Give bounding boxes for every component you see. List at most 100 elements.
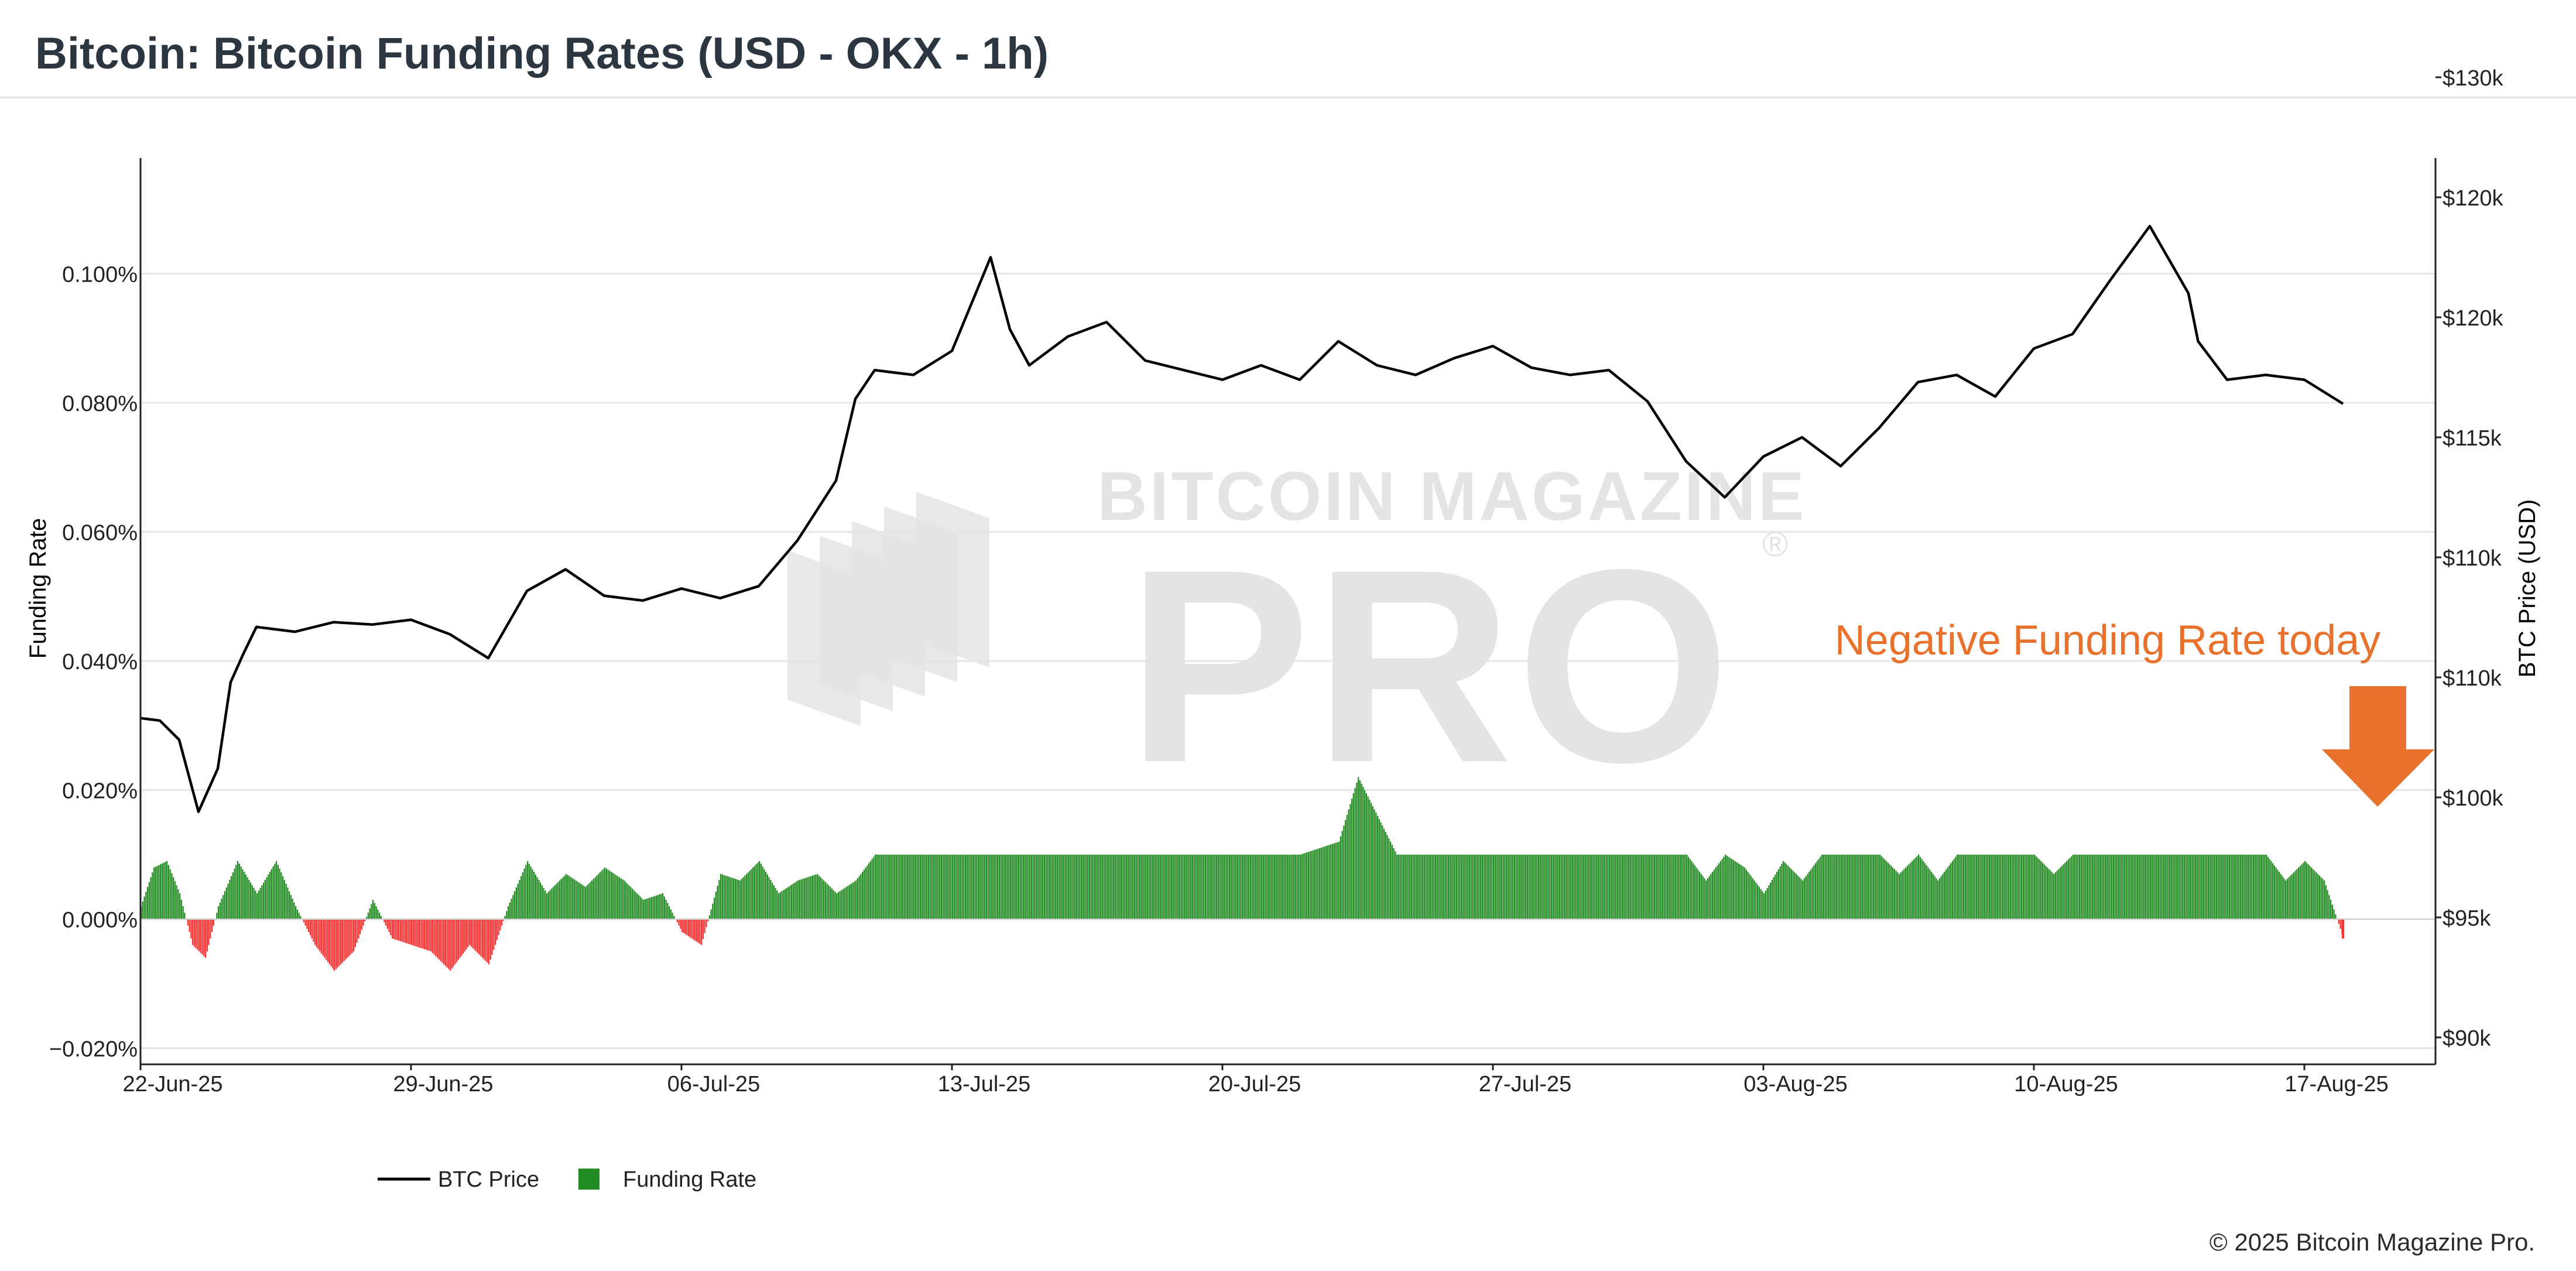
funding-rate-bar <box>283 879 286 919</box>
funding-rate-bar <box>2312 869 2314 919</box>
funding-rate-bar <box>1644 854 1646 919</box>
funding-rate-bar <box>2195 854 2197 919</box>
funding-rate-bar <box>1068 854 1070 919</box>
funding-rate-bar <box>1013 854 1015 919</box>
funding-rate-bar <box>1018 854 1020 919</box>
funding-rate-bar <box>1377 816 1379 919</box>
funding-rate-bar <box>547 892 550 919</box>
funding-rate-bar <box>604 867 606 919</box>
funding-rate-bar <box>1777 869 1780 919</box>
funding-rate-bar <box>1631 854 1633 919</box>
funding-rate-bar <box>828 885 830 919</box>
funding-rate-bar <box>1378 819 1381 919</box>
funding-rate-bar <box>727 876 728 919</box>
funding-rate-bar <box>1575 854 1577 919</box>
funding-rate-bar <box>2172 854 2174 919</box>
funding-rate-bar <box>729 877 731 919</box>
funding-rate-bar <box>1214 854 1216 919</box>
funding-rate-bar <box>972 854 975 919</box>
funding-rate-bar <box>1610 854 1612 919</box>
funding-rate-bar <box>371 904 372 919</box>
funding-rate-bar <box>1702 876 1704 919</box>
funding-rate-bar <box>567 875 569 919</box>
funding-rate-bar <box>1828 854 1830 919</box>
funding-rate-bar <box>1036 854 1037 919</box>
funding-rate-bar <box>2029 854 2031 919</box>
funding-rate-bar <box>1616 854 1619 919</box>
chart-title: Bitcoin: Bitcoin Funding Rates (USD - OK… <box>35 29 1049 78</box>
funding-rate-bar <box>2099 854 2102 919</box>
funding-rate-bar <box>2311 867 2313 919</box>
funding-rate-bar <box>1509 854 1510 919</box>
funding-rate-bar <box>396 919 398 940</box>
funding-rate-bar <box>530 866 532 919</box>
funding-rate-bar <box>734 879 737 919</box>
funding-rate-bar <box>1327 845 1329 919</box>
funding-rate-bar <box>923 854 924 919</box>
funding-rate-bar <box>2208 854 2210 919</box>
funding-rate-bar <box>1605 854 1607 919</box>
funding-rate-bar <box>1348 809 1349 919</box>
funding-rate-bar <box>2127 854 2129 919</box>
funding-rate-bar <box>1438 854 1440 919</box>
funding-rate-bar <box>2176 854 2177 919</box>
funding-rate-bar <box>155 866 157 919</box>
funding-rate-bar <box>1873 854 1875 919</box>
funding-rate-bar <box>1306 852 1308 919</box>
funding-rate-bar <box>1489 854 1491 919</box>
funding-rate-bar <box>2296 869 2298 919</box>
legend-price-label: BTC Price <box>438 1167 539 1192</box>
funding-rate-bar <box>712 903 714 919</box>
funding-rate-bar <box>2024 854 2026 919</box>
funding-rate-bar <box>1918 854 1920 919</box>
funding-rate-bar <box>1116 854 1118 919</box>
funding-rate-bar <box>514 891 516 919</box>
funding-rate-bar <box>2112 854 2115 919</box>
funding-rate-bar <box>1652 854 1654 919</box>
funding-rate-bar <box>304 919 306 926</box>
funding-rate-bar <box>192 919 194 945</box>
funding-rate-bar <box>2043 864 2045 919</box>
funding-rate-bar <box>161 863 163 919</box>
funding-rate-bar <box>662 893 664 919</box>
funding-rate-bar <box>1386 835 1388 919</box>
funding-rate-bar <box>768 877 770 919</box>
funding-rate-bar <box>1077 854 1079 919</box>
funding-rate-bar <box>852 882 854 919</box>
funding-rate-bar <box>1856 854 1858 919</box>
funding-rate-bar <box>1011 854 1013 919</box>
funding-rate-bar <box>2224 854 2225 919</box>
funding-rate-bar <box>1618 854 1620 919</box>
funding-rate-bar <box>1931 872 1933 919</box>
funding-rate-bar <box>512 895 514 919</box>
funding-rate-bar <box>1789 867 1791 919</box>
funding-rate-bar <box>765 872 767 919</box>
funding-rate-bar <box>338 919 340 966</box>
funding-rate-bar <box>678 919 680 926</box>
funding-rate-bar <box>746 873 748 919</box>
funding-rate-bar <box>520 876 522 919</box>
funding-rate-bar <box>1282 854 1284 919</box>
funding-rate-bar <box>1338 841 1340 919</box>
funding-rate-bar <box>1590 854 1591 919</box>
funding-rate-bar <box>528 864 530 919</box>
funding-rate-bar <box>1950 863 1952 919</box>
funding-rate-bar <box>1283 854 1285 919</box>
funding-rate-bar <box>778 893 780 919</box>
funding-rate-bar <box>1480 854 1482 919</box>
funding-rate-bar <box>566 873 567 919</box>
funding-rate-bar <box>1829 854 1831 919</box>
funding-rate-bar <box>721 874 724 919</box>
funding-rate-bar <box>2034 854 2036 919</box>
funding-rate-bar <box>1525 854 1527 919</box>
funding-rate-bar <box>2142 854 2143 919</box>
funding-rate-bar <box>1650 854 1652 919</box>
funding-rate-bar <box>1945 869 1947 919</box>
funding-rate-bar <box>276 861 278 919</box>
funding-rate-bar <box>970 854 971 919</box>
x-tick-label: 10-Aug-25 <box>2014 1072 2118 1097</box>
funding-rate-bar <box>2116 854 2118 919</box>
funding-rate-bar <box>245 874 247 919</box>
funding-rate-bar <box>498 919 499 936</box>
funding-rate-bar <box>1510 854 1512 919</box>
